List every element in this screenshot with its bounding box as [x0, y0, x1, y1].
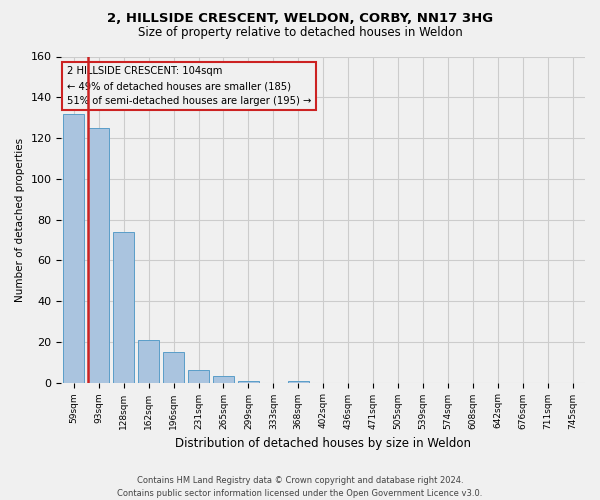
Text: 2 HILLSIDE CRESCENT: 104sqm
← 49% of detached houses are smaller (185)
51% of se: 2 HILLSIDE CRESCENT: 104sqm ← 49% of det…	[67, 66, 311, 106]
Bar	[113, 232, 134, 382]
Bar	[88, 128, 109, 382]
Text: Contains HM Land Registry data © Crown copyright and database right 2024.
Contai: Contains HM Land Registry data © Crown c…	[118, 476, 482, 498]
Bar	[188, 370, 209, 382]
Y-axis label: Number of detached properties: Number of detached properties	[15, 138, 25, 302]
Text: 2, HILLSIDE CRESCENT, WELDON, CORBY, NN17 3HG: 2, HILLSIDE CRESCENT, WELDON, CORBY, NN1…	[107, 12, 493, 26]
Bar	[213, 376, 234, 382]
X-axis label: Distribution of detached houses by size in Weldon: Distribution of detached houses by size …	[175, 437, 471, 450]
Bar	[138, 340, 159, 382]
Text: Size of property relative to detached houses in Weldon: Size of property relative to detached ho…	[137, 26, 463, 39]
Bar	[287, 380, 309, 382]
Bar	[238, 380, 259, 382]
Bar	[63, 114, 85, 382]
Bar	[163, 352, 184, 382]
